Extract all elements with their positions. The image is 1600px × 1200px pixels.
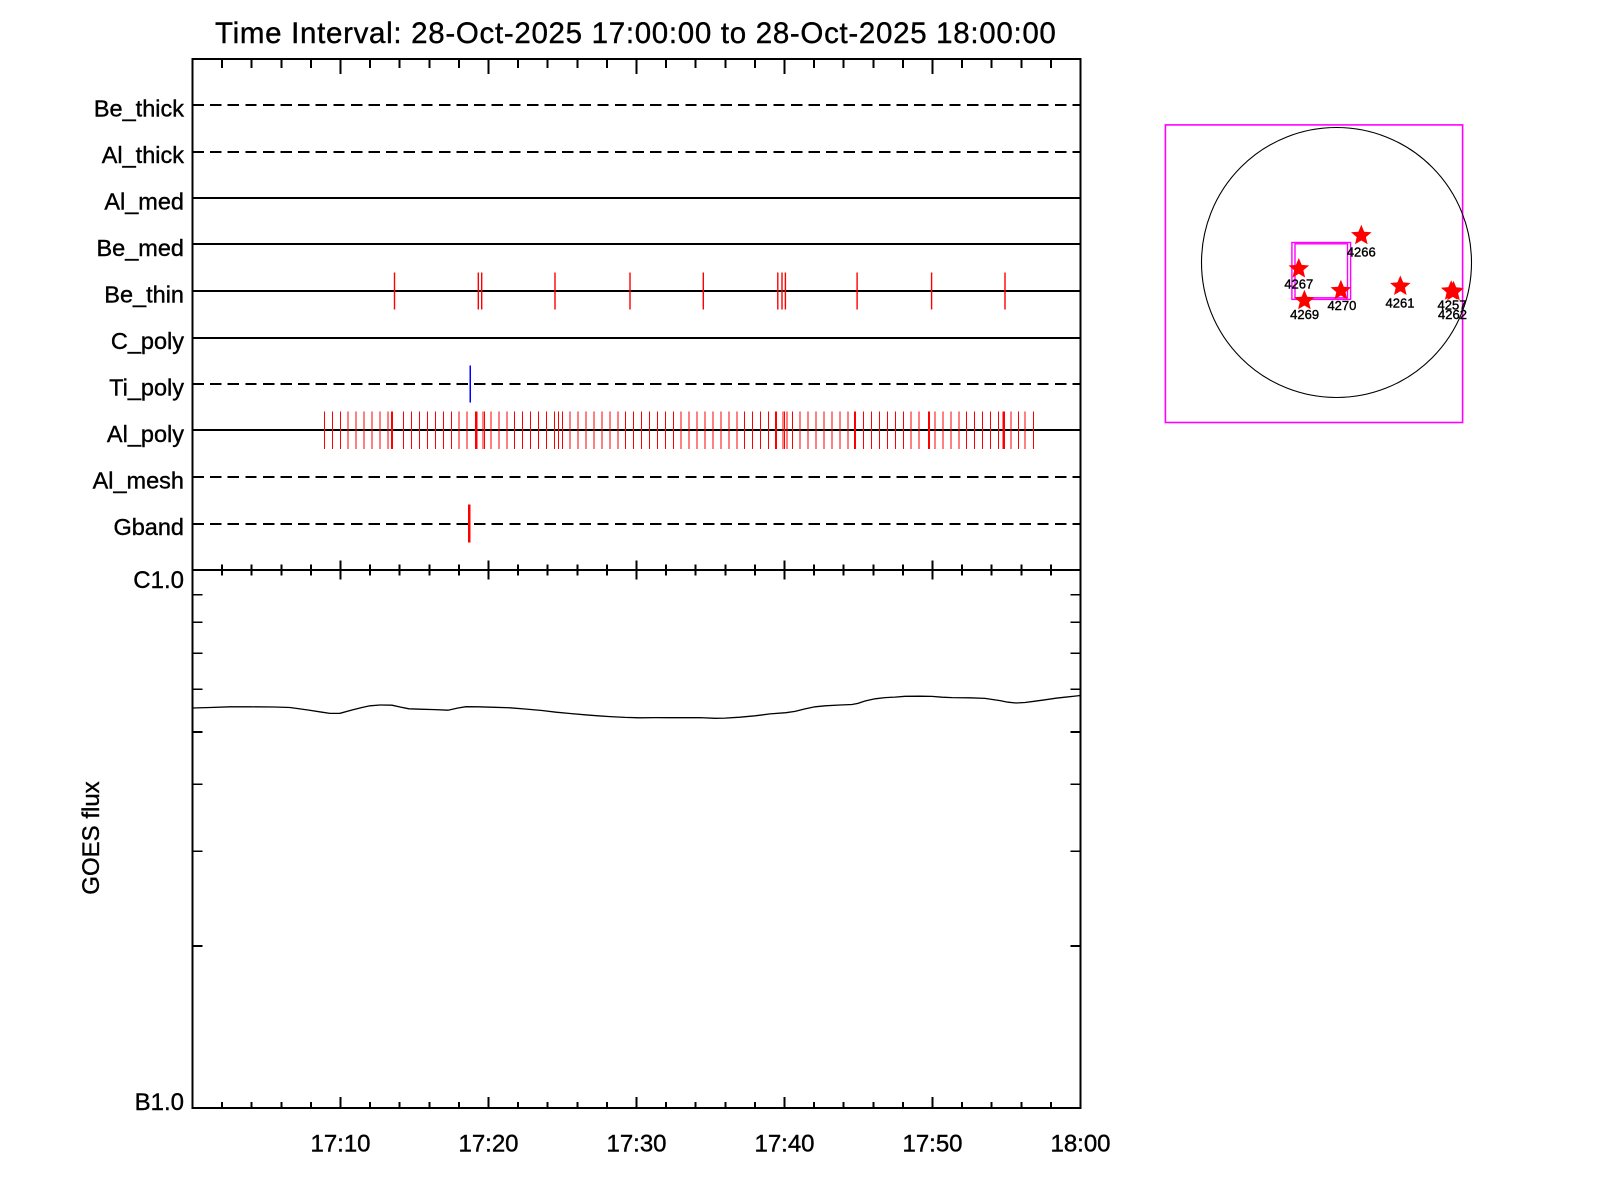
svg-text:17:40: 17:40 bbox=[754, 1130, 814, 1157]
svg-text:Be_thin: Be_thin bbox=[104, 281, 184, 307]
svg-text:4257: 4257 bbox=[1438, 298, 1467, 313]
svg-text:Al_thick: Al_thick bbox=[102, 142, 185, 168]
svg-text:Be_thick: Be_thick bbox=[94, 95, 184, 121]
svg-text:C1.0: C1.0 bbox=[133, 567, 184, 594]
svg-text:Al_poly: Al_poly bbox=[107, 421, 184, 447]
svg-text:17:10: 17:10 bbox=[310, 1130, 370, 1157]
svg-text:17:30: 17:30 bbox=[606, 1130, 666, 1157]
svg-text:C_poly: C_poly bbox=[111, 328, 184, 354]
svg-text:4269: 4269 bbox=[1290, 307, 1319, 322]
svg-text:GOES flux: GOES flux bbox=[78, 781, 105, 894]
svg-text:Al_mesh: Al_mesh bbox=[93, 467, 184, 493]
svg-text:Time Interval: 28-Oct-2025 17:: Time Interval: 28-Oct-2025 17:00:00 to 2… bbox=[215, 17, 1057, 50]
svg-text:17:50: 17:50 bbox=[902, 1130, 962, 1157]
svg-text:18:00: 18:00 bbox=[1050, 1130, 1110, 1157]
svg-text:Be_med: Be_med bbox=[96, 235, 184, 261]
svg-text:Gband: Gband bbox=[113, 514, 184, 540]
svg-text:Al_med: Al_med bbox=[104, 188, 184, 214]
svg-text:4266: 4266 bbox=[1347, 244, 1376, 259]
svg-text:4262: 4262 bbox=[1438, 307, 1467, 322]
svg-text:17:20: 17:20 bbox=[458, 1130, 518, 1157]
svg-text:4267: 4267 bbox=[1284, 277, 1313, 292]
svg-text:4270: 4270 bbox=[1327, 298, 1356, 313]
svg-text:Ti_poly: Ti_poly bbox=[109, 374, 184, 400]
svg-text:B1.0: B1.0 bbox=[135, 1089, 184, 1116]
svg-text:4261: 4261 bbox=[1386, 295, 1415, 310]
